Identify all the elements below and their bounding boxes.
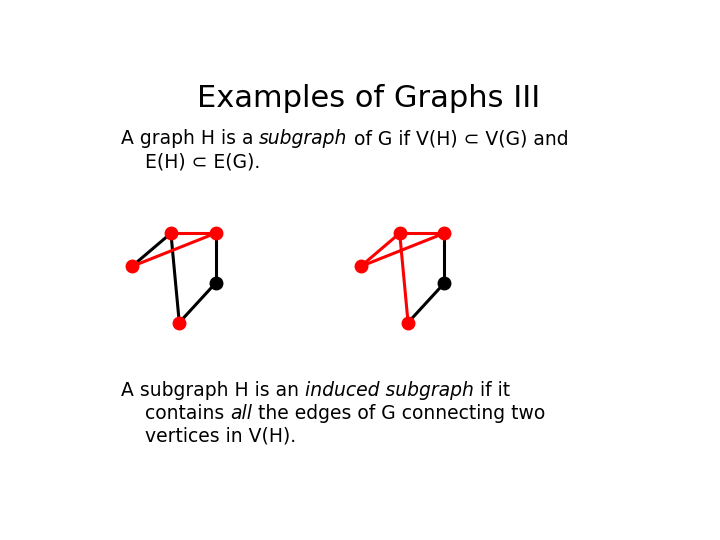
- Text: subgraph: subgraph: [259, 129, 348, 149]
- Text: vertices in V(H).: vertices in V(H).: [121, 427, 296, 446]
- Text: all: all: [230, 404, 252, 423]
- Text: the edges of G connecting two: the edges of G connecting two: [252, 404, 545, 423]
- Text: induced subgraph: induced subgraph: [305, 381, 474, 400]
- Text: of G if V(H) ⊂ V(G) and: of G if V(H) ⊂ V(G) and: [348, 129, 568, 149]
- Text: A subgraph H is an: A subgraph H is an: [121, 381, 305, 400]
- Text: contains: contains: [121, 404, 230, 423]
- Text: Examples of Graphs III: Examples of Graphs III: [197, 84, 541, 112]
- Text: if it: if it: [474, 381, 510, 400]
- Text: A graph H is a: A graph H is a: [121, 129, 259, 149]
- Text: E(H) ⊂ E(G).: E(H) ⊂ E(G).: [121, 152, 260, 171]
